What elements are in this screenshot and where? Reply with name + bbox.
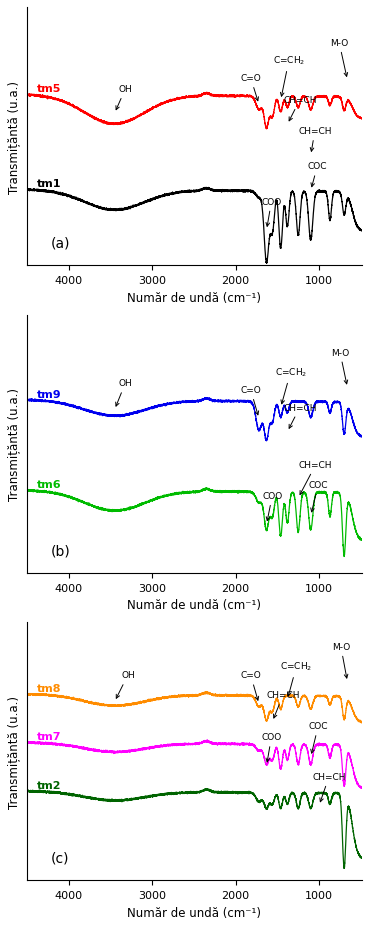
Text: COC: COC (308, 162, 327, 187)
Text: C=O: C=O (240, 386, 261, 415)
Text: COC: COC (309, 480, 328, 513)
Text: tm7: tm7 (37, 731, 61, 742)
X-axis label: Număr de undă (cm⁻¹): Număr de undă (cm⁻¹) (127, 291, 261, 304)
Text: C=O: C=O (240, 74, 261, 102)
Text: tm6: tm6 (37, 479, 61, 489)
Text: (a): (a) (50, 236, 70, 250)
Text: M-O: M-O (330, 39, 348, 77)
Text: COO: COO (262, 491, 282, 521)
Text: OH: OH (116, 85, 132, 110)
Text: OH: OH (116, 671, 135, 699)
Text: tm9: tm9 (37, 389, 61, 400)
Text: CH=CH: CH=CH (283, 96, 317, 121)
Text: C=O: C=O (240, 671, 261, 701)
X-axis label: Număr de undă (cm⁻¹): Număr de undă (cm⁻¹) (127, 906, 261, 919)
Text: CH=CH: CH=CH (299, 461, 333, 495)
Text: tm2: tm2 (37, 781, 61, 790)
Text: COC: COC (309, 721, 328, 754)
Y-axis label: Transmițăntă (u.a.): Transmițăntă (u.a.) (9, 695, 21, 808)
Text: CH=CH: CH=CH (283, 403, 317, 429)
Text: C=CH$_2$: C=CH$_2$ (273, 55, 305, 97)
Text: M-O: M-O (331, 349, 349, 385)
Text: C=CH$_2$: C=CH$_2$ (280, 660, 313, 696)
Text: CH=CH: CH=CH (298, 127, 332, 152)
Text: tm1: tm1 (37, 179, 61, 189)
Text: COO: COO (261, 732, 282, 762)
Text: tm5: tm5 (37, 84, 61, 95)
Text: (b): (b) (50, 544, 70, 558)
Text: CH=CH: CH=CH (312, 772, 346, 802)
Y-axis label: Transmițăntă (u.a.): Transmițăntă (u.a.) (9, 81, 21, 194)
Text: (c): (c) (50, 851, 69, 865)
Text: OH: OH (116, 379, 132, 407)
Y-axis label: Transmițăntă (u.a.): Transmițăntă (u.a.) (9, 387, 21, 501)
Text: tm8: tm8 (37, 683, 61, 693)
Text: M-O: M-O (332, 642, 350, 679)
X-axis label: Număr de undă (cm⁻¹): Număr de undă (cm⁻¹) (127, 599, 261, 612)
Text: CH=CH: CH=CH (266, 691, 300, 718)
Text: C=CH$_2$: C=CH$_2$ (275, 366, 307, 404)
Text: COO: COO (261, 197, 282, 227)
